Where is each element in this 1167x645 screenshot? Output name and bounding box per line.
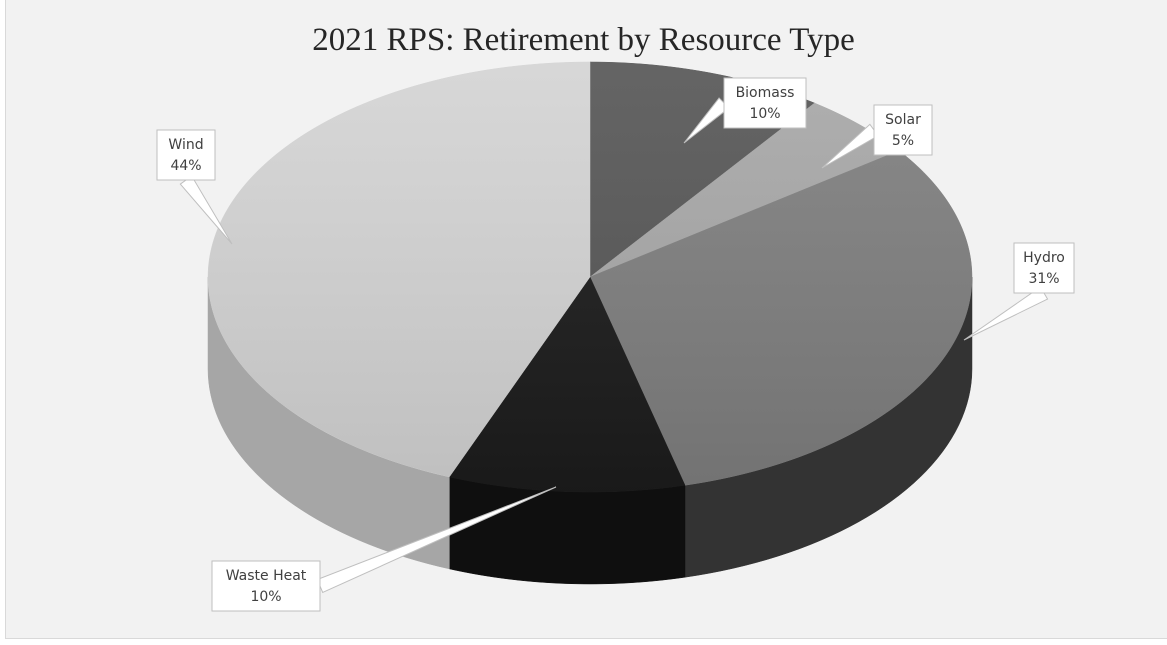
- pie-side-waste-heat: [449, 476, 686, 585]
- pie-top-shading: [208, 62, 972, 492]
- callout-box-biomass: [723, 77, 807, 129]
- callout-solar: Solar 5%: [821, 104, 933, 169]
- callout-biomass: Biomass 10%: [683, 77, 807, 144]
- value-label-wind: 44%: [170, 158, 201, 174]
- value-label-waste-heat: 10%: [250, 589, 281, 605]
- pie-tops: [207, 61, 973, 493]
- category-label-hydro: Hydro: [1023, 250, 1065, 266]
- callout-leader-hydro: [963, 286, 1049, 341]
- value-label-hydro: 31%: [1028, 271, 1059, 287]
- callout-leader-wind: [179, 175, 233, 245]
- chart-title: 2021 RPS: Retirement by Resource Type: [312, 22, 855, 58]
- callout-box-solar: [873, 104, 933, 156]
- value-label-solar: 5%: [892, 133, 914, 149]
- callout-box-wind: [156, 129, 216, 181]
- category-label-solar: Solar: [885, 112, 921, 128]
- category-label-biomass: Biomass: [736, 85, 795, 101]
- callout-waste-heat: Waste Heat 10%: [211, 486, 557, 612]
- callout-box-hydro: [1013, 242, 1075, 294]
- category-label-wind: Wind: [168, 137, 203, 153]
- callout-box-waste-heat: [211, 560, 321, 612]
- category-label-waste-heat: Waste Heat: [226, 568, 307, 584]
- pie-callouts: Biomass 10% Solar 5% Hydro 31% Waste Heat 10% Wi…: [156, 77, 1075, 612]
- value-label-biomass: 10%: [749, 106, 780, 122]
- callout-wind: Wind 44%: [156, 129, 233, 245]
- callout-hydro: Hydro 31%: [963, 242, 1075, 341]
